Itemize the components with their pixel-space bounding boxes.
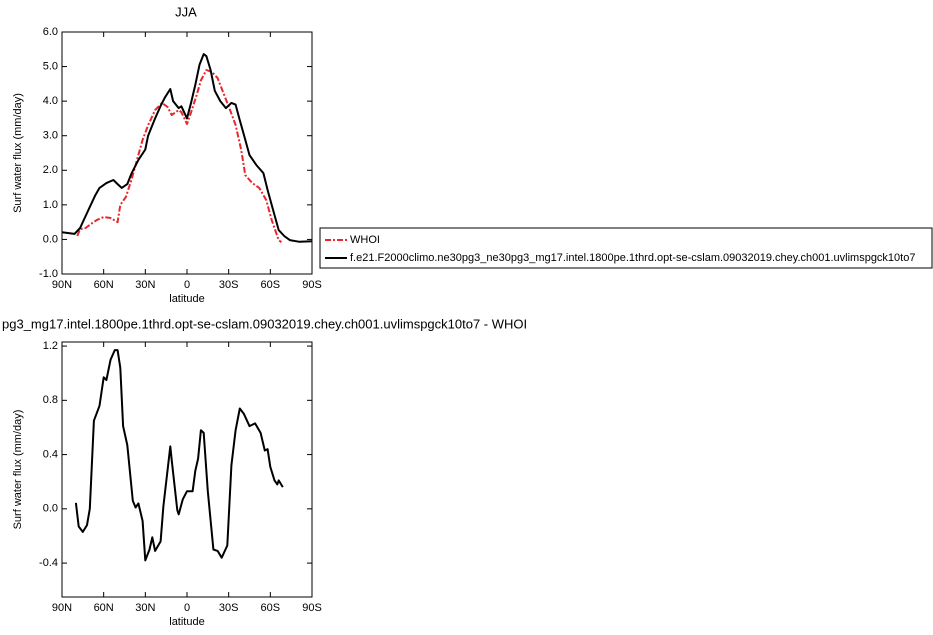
x-tick-label: 90S <box>302 279 322 291</box>
y-tick-label: 3.0 <box>43 130 58 142</box>
x-tick-label: 60N <box>94 279 114 291</box>
y-tick-label: -0.4 <box>39 557 58 569</box>
x-tick-label: 90S <box>302 602 322 614</box>
y-tick-label: 6.0 <box>43 26 58 38</box>
y-tick-label: 1.0 <box>43 199 58 211</box>
chart-title: JJA <box>175 4 197 19</box>
data-line <box>74 349 284 562</box>
y-axis-label: Surf water flux (mm/day) <box>12 410 24 530</box>
legend-label: f.e21.F2000climo.ne30pg3_ne30pg3_mg17.in… <box>350 252 915 264</box>
legend-label: WHOI <box>350 234 380 246</box>
x-tick-label: 60N <box>94 602 114 614</box>
x-tick-label: 60S <box>261 279 281 291</box>
chart-title: pg3_mg17.intel.1800pe.1thrd.opt-se-cslam… <box>2 316 527 331</box>
y-tick-label: 0.0 <box>43 233 58 245</box>
x-tick-label: 30S <box>219 279 239 291</box>
y-tick-label: 0.4 <box>43 448 58 460</box>
y-tick-label: 1.2 <box>43 340 58 352</box>
y-tick-label: 0.8 <box>43 394 58 406</box>
x-tick-label: 90N <box>52 279 72 291</box>
y-tick-label: 5.0 <box>43 60 58 72</box>
y-tick-label: 4.0 <box>43 95 58 107</box>
plot-frame <box>61 341 313 598</box>
y-tick-label: 2.0 <box>43 164 58 176</box>
x-tick-label: 30S <box>219 602 239 614</box>
legend-box <box>319 227 933 269</box>
x-axis-label: latitude <box>169 616 204 628</box>
x-axis-label: latitude <box>169 293 204 305</box>
y-tick-label: 0.0 <box>43 503 58 515</box>
x-tick-label: 0 <box>184 279 190 291</box>
plot-frame <box>61 31 313 275</box>
data-line <box>76 69 283 243</box>
x-tick-label: 60S <box>261 602 281 614</box>
y-axis-label: Surf water flux (mm/day) <box>12 93 24 213</box>
y-tick-label: -1.0 <box>39 268 58 280</box>
x-tick-label: 30N <box>135 602 155 614</box>
x-tick-label: 30N <box>135 279 155 291</box>
x-tick-label: 0 <box>184 602 190 614</box>
x-tick-label: 90N <box>52 602 72 614</box>
data-line <box>61 53 313 243</box>
